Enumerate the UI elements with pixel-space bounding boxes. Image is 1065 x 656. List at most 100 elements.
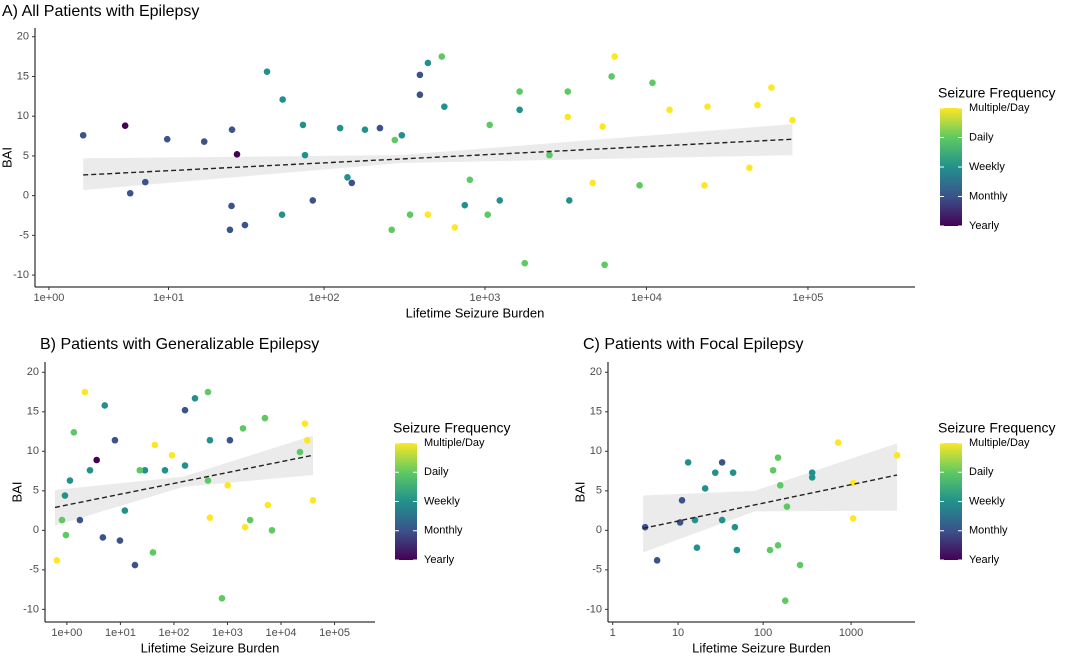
data-point: [263, 68, 271, 75]
data-point: [718, 516, 726, 524]
data-point: [53, 557, 61, 564]
legend-label: Monthly: [969, 525, 1008, 537]
confidence-band: [55, 435, 314, 526]
data-point: [391, 136, 399, 144]
data-point: [206, 436, 214, 444]
data-point: [136, 466, 144, 474]
data-point: [611, 53, 618, 60]
y-tick-label: 0: [33, 524, 39, 536]
legend-label: Weekly: [969, 161, 1005, 173]
data-point: [228, 202, 235, 210]
data-point: [416, 91, 424, 99]
y-tick-label: -10: [13, 269, 29, 281]
data-point: [774, 542, 782, 549]
data-point: [678, 496, 686, 504]
legend-label: Yearly: [969, 220, 1000, 232]
x-tick-label: 1e+04: [631, 292, 662, 304]
y-tick-label: -5: [29, 564, 39, 576]
y-tick-label: 20: [27, 366, 39, 378]
data-point: [376, 124, 384, 132]
data-point: [746, 164, 753, 172]
data-point: [733, 546, 741, 554]
y-tick-label: 0: [23, 190, 29, 202]
x-tick-label: 1e+01: [105, 627, 136, 639]
y-tick-label: 5: [596, 485, 602, 497]
data-point: [704, 103, 711, 110]
colorbar: [940, 443, 962, 560]
data-point: [61, 492, 69, 499]
data-point: [206, 514, 214, 521]
data-point: [200, 138, 208, 145]
y-tick-label: 10: [590, 445, 602, 457]
data-point: [66, 477, 74, 484]
data-point: [589, 179, 597, 187]
data-point: [228, 126, 236, 133]
data-point: [461, 201, 469, 209]
data-point: [344, 174, 351, 181]
data-point: [416, 71, 424, 79]
data-point: [111, 436, 119, 444]
x-axis-title: Lifetime Seizure Burden: [692, 640, 831, 655]
data-point: [789, 116, 796, 124]
y-axis-title: BAI: [9, 482, 24, 503]
data-point: [601, 261, 608, 269]
data-point: [76, 516, 84, 524]
x-tick-label: 1: [610, 627, 616, 639]
data-point: [849, 515, 857, 522]
data-point: [466, 176, 474, 184]
data-point: [121, 507, 129, 514]
confidence-band: [643, 443, 898, 553]
data-point: [564, 88, 572, 95]
data-point: [484, 211, 492, 219]
x-axis-title: Lifetime Seizure Burden: [406, 305, 545, 320]
x-tick-label: 100: [754, 627, 772, 639]
data-point: [808, 469, 816, 476]
data-point: [336, 124, 344, 132]
y-tick-label: 20: [17, 31, 29, 43]
legend-title: Seizure Frequency: [938, 420, 1056, 436]
legend-title: Seizure Frequency: [938, 85, 1056, 101]
data-point: [731, 523, 739, 531]
x-tick-label: 1e+05: [319, 627, 350, 639]
data-point: [191, 395, 199, 402]
data-point: [565, 197, 573, 204]
data-point: [181, 462, 189, 469]
data-point: [93, 456, 100, 464]
data-point: [161, 466, 169, 474]
data-point: [204, 388, 212, 396]
data-point: [121, 122, 129, 130]
data-point: [766, 546, 774, 554]
data-point: [151, 441, 159, 449]
data-point: [564, 113, 572, 121]
y-tick-label: 15: [17, 70, 29, 82]
data-point: [424, 211, 432, 219]
trend-line: [642, 474, 898, 530]
data-point: [729, 469, 737, 476]
panel-title: B) Patients with Generalizable Epilepsy: [40, 336, 319, 353]
data-point: [309, 496, 317, 504]
data-point: [599, 123, 606, 130]
data-point: [684, 459, 692, 466]
y-tick-label: 15: [590, 406, 602, 418]
data-point: [608, 73, 615, 80]
data-point: [438, 53, 446, 60]
data-point: [101, 402, 109, 409]
x-tick-label: 1e+03: [470, 292, 501, 304]
data-point: [424, 59, 432, 67]
data-point: [79, 131, 87, 139]
data-point: [783, 503, 791, 510]
data-point: [653, 557, 661, 564]
data-point: [278, 211, 286, 219]
data-point: [246, 516, 254, 524]
data-point: [776, 481, 784, 489]
data-point: [131, 561, 139, 569]
data-point: [218, 594, 226, 602]
legend-label: Multiple/Day: [969, 437, 1030, 449]
data-point: [301, 151, 309, 159]
y-tick-label: 15: [27, 406, 39, 418]
x-tick-label: 1000: [839, 627, 863, 639]
data-point: [264, 501, 272, 509]
data-point: [261, 414, 269, 422]
y-axis-title: BAI: [572, 482, 587, 503]
y-tick-label: 20: [590, 366, 602, 378]
